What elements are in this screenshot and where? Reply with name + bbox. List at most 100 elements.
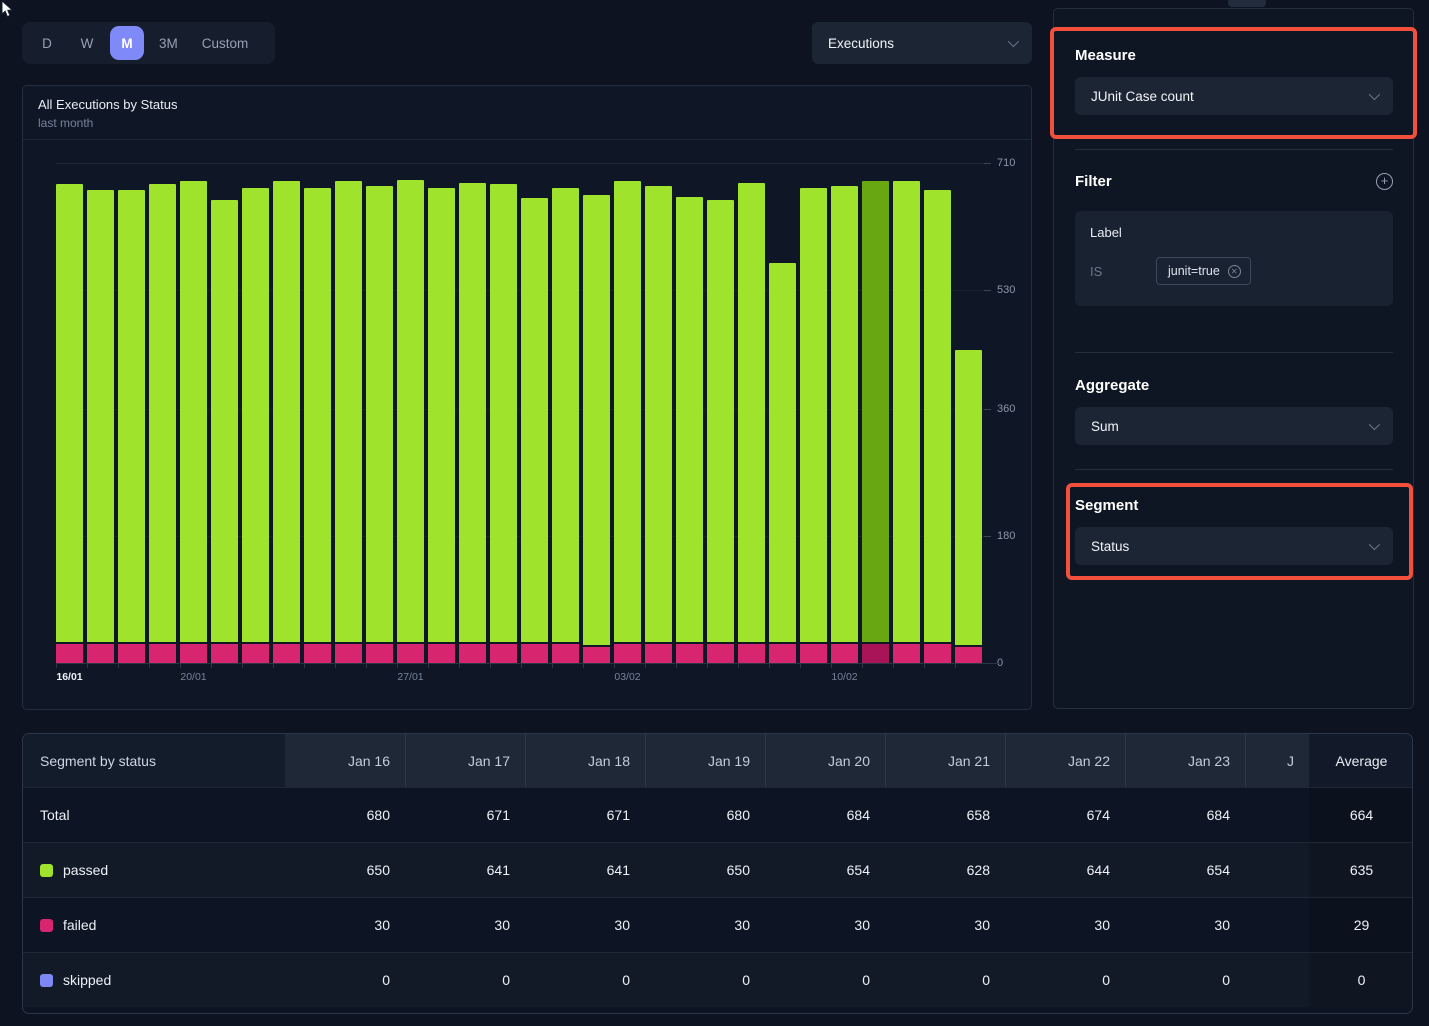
chart-bar-10-02[interactable] xyxy=(831,185,858,663)
table-header-jan-22: Jan 22 xyxy=(1005,734,1125,787)
gridline xyxy=(56,536,984,538)
table-header-jan-18: Jan 18 xyxy=(525,734,645,787)
bar-segment-passed xyxy=(707,199,734,642)
chart-bar-17-01[interactable] xyxy=(87,190,114,663)
chart-bar-26-01[interactable] xyxy=(366,185,393,663)
chart-bar-22-01[interactable] xyxy=(242,188,269,663)
row-label-text: passed xyxy=(63,862,109,878)
segment-heading: Segment xyxy=(1075,497,1139,514)
time-range-button-custom[interactable]: Custom xyxy=(201,35,249,51)
chart-bar-03-02[interactable] xyxy=(614,181,641,663)
bar-segment-passed xyxy=(335,180,362,642)
chart-bar-28-01[interactable] xyxy=(428,187,455,663)
table-header-jan-17: Jan 17 xyxy=(405,734,525,787)
table-value-cell: 641 xyxy=(606,862,630,878)
bar-segment-failed xyxy=(335,641,362,663)
y-axis-label: 530 xyxy=(997,283,1016,296)
chart-bar-01-02[interactable] xyxy=(552,187,579,663)
chart-bar-30-01[interactable] xyxy=(490,184,517,663)
remove-tag-icon[interactable]: ✕ xyxy=(1227,264,1241,278)
chart-bar-08-02[interactable] xyxy=(769,263,796,663)
chart-bar-24-01[interactable] xyxy=(304,187,331,663)
chart-bar-23-01[interactable] xyxy=(273,181,300,663)
table-value-cell: 0 xyxy=(502,972,510,988)
table-value-cell: 0 xyxy=(862,972,870,988)
table-value-cell: 680 xyxy=(366,807,390,823)
table-value-cell: 650 xyxy=(726,862,750,878)
bar-segment-failed xyxy=(459,641,486,663)
filter-tag[interactable]: junit=true ✕ xyxy=(1156,257,1251,285)
time-range-button-3m[interactable]: 3M xyxy=(159,35,178,51)
table-corner-cell: Segment by status xyxy=(23,734,285,787)
table-header-jan-23: Jan 23 xyxy=(1125,734,1245,787)
segment-table: Segment by status Jan 16 Jan 17 Jan 18 Jan 1… xyxy=(22,733,1413,1014)
table-clipped-cell xyxy=(1245,898,1309,952)
add-filter-icon[interactable]: + xyxy=(1376,173,1393,190)
chart-bar-07-02[interactable] xyxy=(738,182,765,663)
bar-segment-failed xyxy=(211,641,238,663)
chart-bar-18-01[interactable] xyxy=(118,190,145,663)
chart-bar-27-01[interactable] xyxy=(397,179,424,663)
x-axis-label: 10/02 xyxy=(831,671,858,683)
measure-dropdown[interactable]: JUnit Case count xyxy=(1075,77,1393,115)
bar-segment-failed xyxy=(645,641,672,663)
chart-bar-21-01[interactable] xyxy=(211,199,238,663)
chart-bar-31-01[interactable] xyxy=(521,198,548,663)
time-range-button-d[interactable]: D xyxy=(42,35,52,51)
time-range-button-w[interactable]: W xyxy=(80,35,94,51)
bar-segment-passed xyxy=(118,190,145,642)
chart-bar-25-01[interactable] xyxy=(335,180,362,663)
x-axis-ticks xyxy=(56,663,984,668)
chart-title: All Executions by Status xyxy=(38,97,178,112)
aggregate-dropdown-value: Sum xyxy=(1091,418,1119,434)
chart-bar-20-01[interactable] xyxy=(180,181,207,663)
x-axis-label: 27/01 xyxy=(397,671,424,683)
bar-segment-passed xyxy=(149,184,176,642)
clipped-top-element xyxy=(1228,0,1266,7)
aggregate-dropdown[interactable]: Sum xyxy=(1075,407,1393,445)
bar-segment-failed xyxy=(583,645,610,663)
chart-bar-13-02[interactable] xyxy=(924,189,951,663)
chart-bar-29-01[interactable] xyxy=(459,182,486,663)
metric-dropdown[interactable]: Executions xyxy=(812,22,1032,64)
table-header-clipped: J xyxy=(1245,734,1309,787)
table-header-jan-19: Jan 19 xyxy=(645,734,765,787)
measure-section: Measure JUnit Case count xyxy=(1075,47,1393,115)
table-value-cell: 641 xyxy=(486,862,510,878)
bar-segment-passed xyxy=(304,187,331,642)
segment-dropdown[interactable]: Status xyxy=(1075,527,1393,565)
chart-bar-05-02[interactable] xyxy=(676,196,703,663)
chart-subtitle: last month xyxy=(38,116,94,130)
table-value-cell: 674 xyxy=(1086,807,1110,823)
table-value-cell: 30 xyxy=(734,917,750,933)
chart-bar-04-02[interactable] xyxy=(645,185,672,663)
chart-bar-11-02[interactable] xyxy=(862,181,889,663)
row-label-total: Total xyxy=(23,788,285,842)
bar-segment-failed xyxy=(738,641,765,663)
bar-segment-failed xyxy=(800,641,827,663)
time-range-group: D W M 3M Custom xyxy=(22,22,275,64)
chart-bar-14-02[interactable] xyxy=(955,349,982,663)
table-value-cell: 654 xyxy=(846,862,870,878)
y-axis-tick xyxy=(984,409,991,411)
time-range-button-m[interactable]: M xyxy=(110,26,144,60)
divider xyxy=(1075,149,1393,150)
chevron-down-icon xyxy=(1368,418,1381,431)
chart-bar-06-02[interactable] xyxy=(707,199,734,663)
chart-bar-02-02[interactable] xyxy=(583,194,610,663)
bar-segment-failed xyxy=(955,645,982,663)
chart-bar-19-01[interactable] xyxy=(149,184,176,663)
bar-segment-failed xyxy=(924,641,951,663)
table-value-cell: 30 xyxy=(494,917,510,933)
x-axis-line xyxy=(56,663,1000,664)
aggregate-heading: Aggregate xyxy=(1075,377,1150,394)
table-clipped-cell xyxy=(1245,788,1309,842)
table-header-average: Average xyxy=(1309,734,1412,787)
gridline xyxy=(56,289,984,291)
bar-segment-passed xyxy=(955,349,982,646)
chart-bar-12-02[interactable] xyxy=(893,181,920,663)
bar-segment-passed xyxy=(242,188,269,642)
chart-bar-16-01[interactable] xyxy=(56,184,83,663)
chart-bar-09-02[interactable] xyxy=(800,187,827,663)
segment-dropdown-value: Status xyxy=(1091,538,1130,554)
